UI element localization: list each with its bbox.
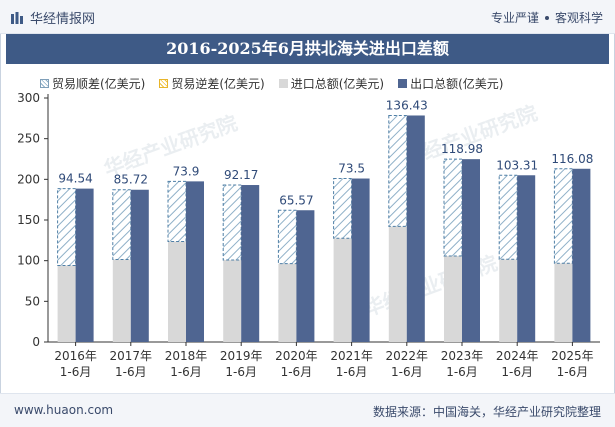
bar-export bbox=[296, 210, 315, 342]
bar-export bbox=[130, 189, 149, 342]
y-tick-label: 300 bbox=[17, 91, 40, 105]
bar-export bbox=[351, 178, 370, 342]
legend-swatch-surplus bbox=[40, 79, 49, 88]
bar-import bbox=[57, 265, 76, 342]
bar-import bbox=[223, 260, 242, 342]
bar-import bbox=[388, 226, 407, 342]
x-tick-label: 1-6月 bbox=[391, 365, 423, 379]
x-tick-label: 2023年 bbox=[441, 349, 484, 363]
x-tick-label: 2017年 bbox=[110, 349, 153, 363]
footer-source: 数据来源：中国海关，华经产业研究院整理 bbox=[372, 405, 601, 419]
x-tick-label: 2021年 bbox=[330, 349, 373, 363]
bar-surplus bbox=[498, 174, 518, 260]
top-bar: 华经情报网 专业严谨 客观科学 bbox=[0, 0, 615, 34]
legend-label-import: 进口总额(亿美元) bbox=[290, 77, 385, 91]
legend-item-import[interactable]: 进口总额(亿美元) bbox=[278, 75, 385, 92]
x-tick-label: 1-6月 bbox=[60, 365, 92, 379]
y-tick-label: 0 bbox=[32, 335, 40, 349]
bar-export bbox=[517, 175, 536, 342]
x-tick-label: 1-6月 bbox=[281, 365, 313, 379]
tagline-right: 客观科学 bbox=[554, 11, 603, 25]
data-label-surplus: 103.31 bbox=[496, 158, 538, 172]
bar-import bbox=[499, 259, 518, 342]
bar-import bbox=[168, 241, 186, 342]
bar-surplus bbox=[388, 114, 408, 227]
chart-labels: 94.54 2016年 1-6月 85.72 2017年 1-6月 73.9 2018年 1-6… bbox=[54, 98, 593, 379]
y-tick-label: 150 bbox=[17, 213, 40, 227]
x-tick-label: 1-6月 bbox=[225, 365, 257, 379]
bar-surplus bbox=[553, 168, 573, 264]
chart-legend: 贸易顺差(亿美元) 贸易逆差(亿美元) 进口总额(亿美元) 出口总额(亿美元) bbox=[40, 75, 600, 92]
x-tick-label: 1-6月 bbox=[170, 365, 202, 379]
bar-surplus bbox=[112, 189, 132, 260]
chart-plot: 0 50 100 150 200 250 300 94.54 2016年 1-6月 85.72 20… bbox=[17, 91, 600, 379]
bar-export bbox=[406, 115, 425, 342]
y-tick-label: 100 bbox=[17, 254, 40, 268]
bar-import bbox=[444, 255, 462, 342]
bar-export bbox=[186, 181, 204, 342]
data-label-surplus: 118.98 bbox=[441, 142, 483, 156]
bar-import bbox=[278, 263, 297, 342]
bar-surplus bbox=[222, 184, 242, 261]
data-label-surplus: 116.08 bbox=[551, 152, 593, 166]
separator-dot-icon bbox=[544, 15, 549, 20]
y-tick-label: 250 bbox=[17, 132, 40, 146]
data-label-surplus: 73.9 bbox=[173, 164, 200, 178]
legend-label-export: 出口总额(亿美元) bbox=[410, 77, 504, 91]
x-tick-label: 2019年 bbox=[220, 349, 263, 363]
x-tick-label: 2024年 bbox=[496, 349, 539, 363]
brand[interactable]: 华经情报网 bbox=[10, 8, 95, 27]
tagline-left: 专业严谨 bbox=[490, 11, 539, 25]
chart-title: 2016-2025年6月拱北海关进出口差额 bbox=[6, 34, 609, 64]
legend-item-export[interactable]: 出口总额(亿美元) bbox=[398, 75, 504, 92]
data-label-surplus: 94.54 bbox=[58, 172, 92, 186]
x-tick-label: 2020年 bbox=[275, 349, 318, 363]
x-tick-label: 2016年 bbox=[54, 349, 97, 363]
bar-surplus bbox=[57, 188, 77, 266]
legend-label-deficit: 贸易逆差(亿美元) bbox=[171, 77, 265, 91]
legend-swatch-import bbox=[278, 79, 288, 88]
x-tick-label: 2018年 bbox=[165, 349, 208, 363]
legend-swatch-export bbox=[398, 79, 408, 88]
legend-item-surplus[interactable]: 贸易顺差(亿美元) bbox=[40, 75, 145, 92]
bar-surplus bbox=[333, 178, 353, 239]
bar-surplus bbox=[277, 209, 297, 265]
x-tick-label: 2022年 bbox=[386, 349, 429, 363]
x-tick-label: 1-6月 bbox=[336, 365, 368, 379]
data-label-surplus: 73.5 bbox=[338, 162, 365, 176]
bar-surplus bbox=[167, 180, 187, 242]
data-label-surplus: 92.17 bbox=[224, 168, 258, 182]
x-tick-label: 1-6月 bbox=[501, 365, 533, 379]
x-tick-label: 1-6月 bbox=[115, 365, 147, 379]
y-tick-label: 200 bbox=[17, 172, 40, 186]
logo-icon bbox=[11, 11, 23, 24]
footer: www.huaon.com 数据来源：中国海关，华经产业研究院整理 bbox=[0, 393, 615, 427]
footer-site-link[interactable]: www.huaon.com bbox=[14, 403, 114, 417]
brand-name: 华经情报网 bbox=[30, 12, 96, 27]
bar-import bbox=[112, 259, 131, 342]
bar-export bbox=[572, 168, 591, 342]
data-label-surplus: 65.57 bbox=[279, 193, 313, 207]
data-label-surplus: 85.72 bbox=[114, 173, 148, 187]
y-tick-label: 50 bbox=[25, 294, 40, 308]
bar-import bbox=[333, 238, 352, 342]
legend-swatch-deficit bbox=[159, 79, 169, 88]
legend-item-deficit[interactable]: 贸易逆差(亿美元) bbox=[159, 75, 265, 92]
data-label-surplus: 136.43 bbox=[386, 98, 428, 112]
x-tick-label: 1-6月 bbox=[557, 365, 589, 379]
bar-import bbox=[554, 263, 573, 342]
bar-export bbox=[462, 159, 480, 342]
chart-bars bbox=[57, 114, 591, 342]
tagline: 专业严谨 客观科学 bbox=[491, 9, 603, 26]
bar-surplus bbox=[443, 158, 463, 257]
x-tick-label: 1-6月 bbox=[446, 365, 478, 379]
bar-export bbox=[75, 188, 94, 342]
legend-label-surplus: 贸易顺差(亿美元) bbox=[52, 77, 146, 91]
bar-export bbox=[241, 185, 260, 342]
x-tick-label: 2025年 bbox=[551, 349, 594, 363]
